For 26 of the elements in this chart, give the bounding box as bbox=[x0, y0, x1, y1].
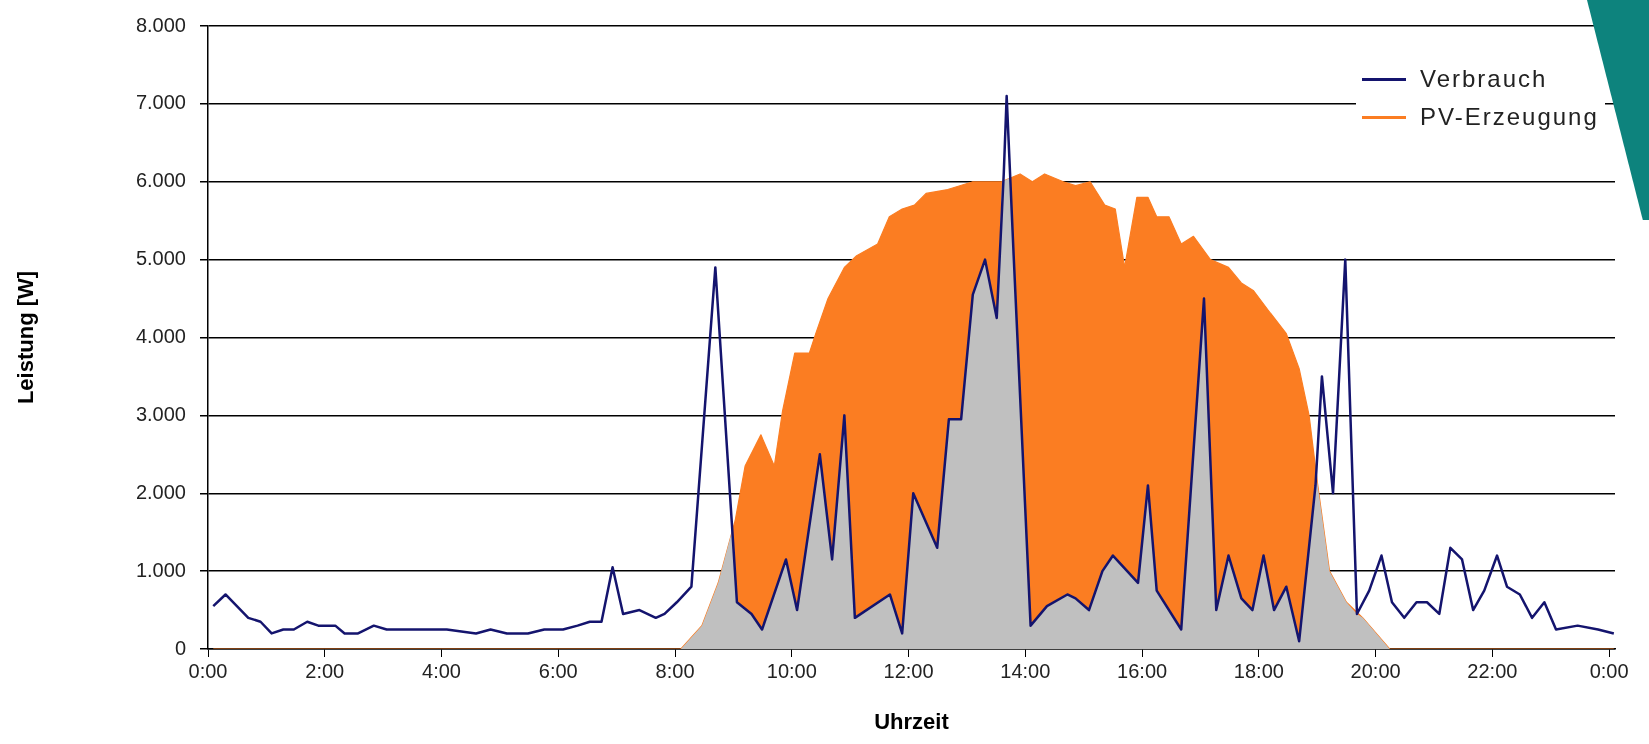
x-tick-label: 12:00 bbox=[883, 659, 934, 682]
x-tick-label: 6:00 bbox=[538, 659, 578, 682]
y-tick-label: 5.000 bbox=[135, 247, 186, 270]
y-tick-label: 6.000 bbox=[135, 169, 186, 192]
x-tick-label: 14:00 bbox=[1000, 659, 1051, 682]
x-tick-label: 20:00 bbox=[1350, 659, 1401, 682]
y-tick-label: 2.000 bbox=[135, 480, 186, 503]
legend-label: Verbrauch bbox=[1420, 65, 1548, 93]
x-tick-label: 10:00 bbox=[766, 659, 817, 682]
y-tick-label: 4.000 bbox=[135, 325, 186, 348]
legend-label: PV-Erzeugung bbox=[1420, 103, 1599, 131]
x-axis-title: Uhrzeit bbox=[874, 708, 950, 734]
x-tick-label: 0:00 bbox=[188, 659, 228, 682]
y-tick-label: 1.000 bbox=[135, 558, 186, 581]
x-tick-label: 4:00 bbox=[422, 659, 461, 682]
x-tick-label: 2:00 bbox=[305, 659, 345, 682]
y-tick-label: 7.000 bbox=[135, 91, 186, 114]
y-axis-title: Leistung [W] bbox=[13, 270, 39, 405]
x-tick-label: 8:00 bbox=[655, 659, 695, 682]
x-tick-label: 22:00 bbox=[1467, 659, 1518, 682]
y-tick-label: 0 bbox=[174, 636, 186, 659]
x-tick-label: 0:00 bbox=[1589, 659, 1629, 682]
y-tick-label: 8.000 bbox=[135, 13, 186, 36]
x-tick-label: 16:00 bbox=[1117, 659, 1168, 682]
x-tick-label: 18:00 bbox=[1233, 659, 1284, 682]
y-tick-label: 3.000 bbox=[135, 402, 186, 425]
